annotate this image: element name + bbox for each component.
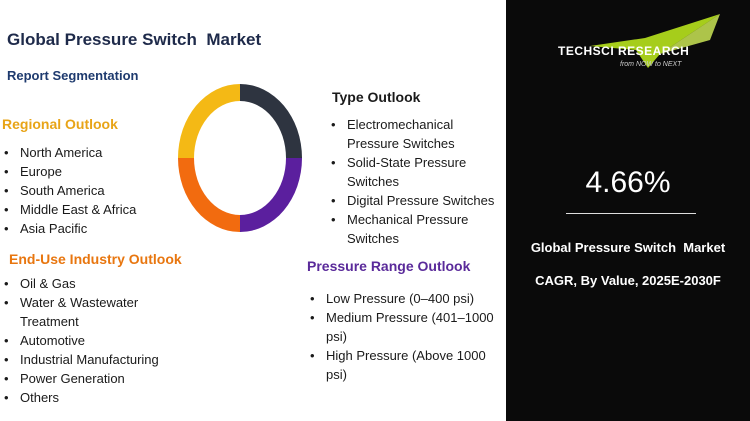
enduse-outlook-heading: End-Use Industry Outlook — [9, 251, 182, 267]
list-item: North America — [0, 143, 136, 162]
market-label: Global Pressure Switch Market — [530, 240, 726, 255]
donut-segment — [178, 158, 240, 232]
donut-segment — [178, 84, 240, 158]
left-panel: Global Pressure Switch Market Report Seg… — [0, 0, 506, 421]
regional-list: North America Europe South America Middl… — [0, 143, 136, 238]
list-item: Electromechanical Pressure Switches — [327, 115, 507, 153]
list-item: High Pressure (Above 1000 psi) — [306, 346, 496, 384]
list-item: Industrial Manufacturing — [0, 350, 175, 369]
pressure-list: Low Pressure (0–400 psi) Medium Pressure… — [306, 289, 496, 384]
regional-outlook-heading: Regional Outlook — [2, 116, 118, 132]
donut-segment — [240, 158, 302, 232]
pressure-range-heading: Pressure Range Outlook — [307, 258, 471, 274]
list-item: Medium Pressure (401–1000 psi) — [306, 308, 496, 346]
list-item: Low Pressure (0–400 psi) — [306, 289, 496, 308]
list-item: Asia Pacific — [0, 219, 136, 238]
cagr-value: 4.66% — [585, 166, 671, 199]
enduse-list: Oil & Gas Water & Wastewater Treatment A… — [0, 274, 175, 407]
donut-segment — [240, 84, 302, 158]
list-item: Others — [0, 388, 175, 407]
brand-tagline: from NOW to NEXT — [620, 61, 682, 68]
stats-panel — [506, 0, 750, 421]
list-item: Solid-State Pressure Switches — [327, 153, 507, 191]
list-item: Automotive — [0, 331, 175, 350]
list-item: South America — [0, 181, 136, 200]
brand-name: TECHSCI RESEARCH — [558, 44, 690, 58]
list-item: Middle East & Africa — [0, 200, 136, 219]
list-item: Oil & Gas — [0, 274, 175, 293]
list-item: Europe — [0, 162, 136, 181]
list-item: Water & Wastewater Treatment — [0, 293, 175, 331]
report-segmentation-label: Report Segmentation — [7, 68, 139, 83]
techsci-logo-icon — [590, 14, 720, 68]
list-item: Mechanical Pressure Switches — [327, 210, 507, 248]
type-list: Electromechanical Pressure Switches Soli… — [327, 115, 507, 248]
logo-check-shape — [590, 14, 720, 68]
page-title: Global Pressure Switch Market — [7, 30, 262, 49]
list-item: Power Generation — [0, 369, 175, 388]
list-item: Digital Pressure Switches — [327, 191, 507, 210]
type-outlook-heading: Type Outlook — [332, 89, 421, 105]
segmentation-donut — [178, 84, 302, 232]
cagr-label: CAGR, By Value, 2025E-2030F — [535, 273, 721, 288]
divider — [566, 213, 696, 214]
